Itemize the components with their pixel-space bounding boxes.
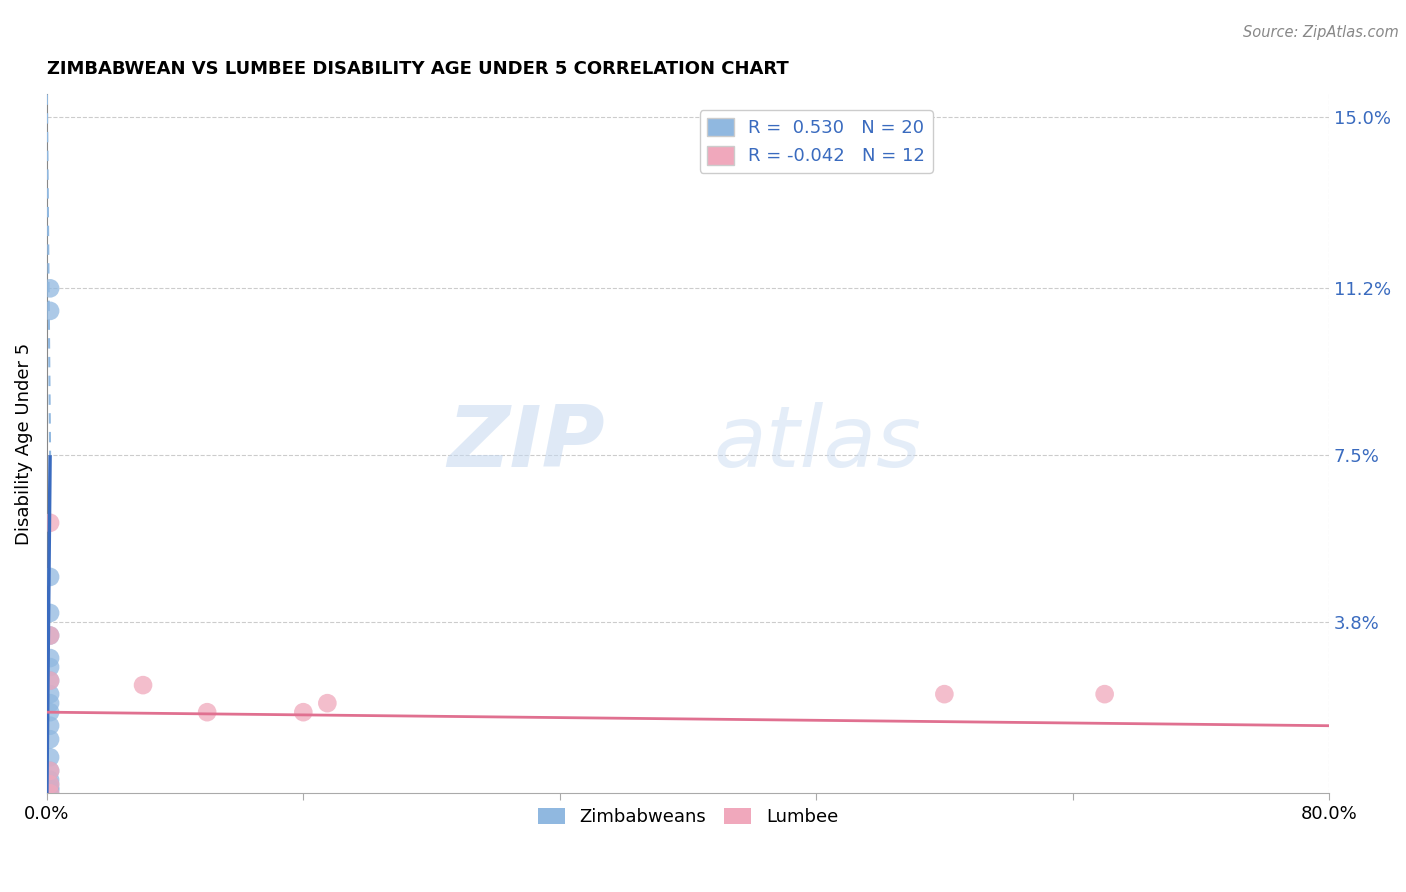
Point bbox=[39, 687, 62, 701]
Point bbox=[195, 705, 218, 719]
Point bbox=[39, 777, 62, 791]
Point bbox=[39, 705, 62, 719]
Point bbox=[39, 673, 62, 688]
Text: ZIMBABWEAN VS LUMBEE DISABILITY AGE UNDER 5 CORRELATION CHART: ZIMBABWEAN VS LUMBEE DISABILITY AGE UNDE… bbox=[46, 60, 789, 78]
Point bbox=[39, 732, 62, 747]
Point bbox=[39, 281, 62, 295]
Point bbox=[39, 696, 62, 710]
Point bbox=[39, 570, 62, 584]
Point bbox=[39, 786, 62, 800]
Point bbox=[39, 786, 62, 800]
Point bbox=[39, 777, 62, 791]
Point bbox=[39, 673, 62, 688]
Point bbox=[39, 764, 62, 778]
Text: ZIP: ZIP bbox=[447, 402, 605, 485]
Point bbox=[39, 772, 62, 787]
Text: Source: ZipAtlas.com: Source: ZipAtlas.com bbox=[1243, 25, 1399, 40]
Point bbox=[316, 696, 339, 710]
Point bbox=[292, 705, 315, 719]
Point bbox=[39, 628, 62, 642]
Point bbox=[39, 750, 62, 764]
Point bbox=[39, 651, 62, 665]
Legend: Zimbabweans, Lumbee: Zimbabweans, Lumbee bbox=[530, 800, 845, 833]
Point bbox=[39, 719, 62, 733]
Point bbox=[39, 516, 62, 530]
Text: atlas: atlas bbox=[714, 402, 921, 485]
Point bbox=[1094, 687, 1116, 701]
Point bbox=[39, 606, 62, 620]
Point bbox=[39, 660, 62, 674]
Point bbox=[934, 687, 956, 701]
Point bbox=[132, 678, 155, 692]
Point bbox=[39, 628, 62, 642]
Point bbox=[39, 781, 62, 796]
Point bbox=[39, 781, 62, 796]
Point bbox=[39, 304, 62, 318]
Y-axis label: Disability Age Under 5: Disability Age Under 5 bbox=[15, 343, 32, 545]
Point bbox=[39, 764, 62, 778]
